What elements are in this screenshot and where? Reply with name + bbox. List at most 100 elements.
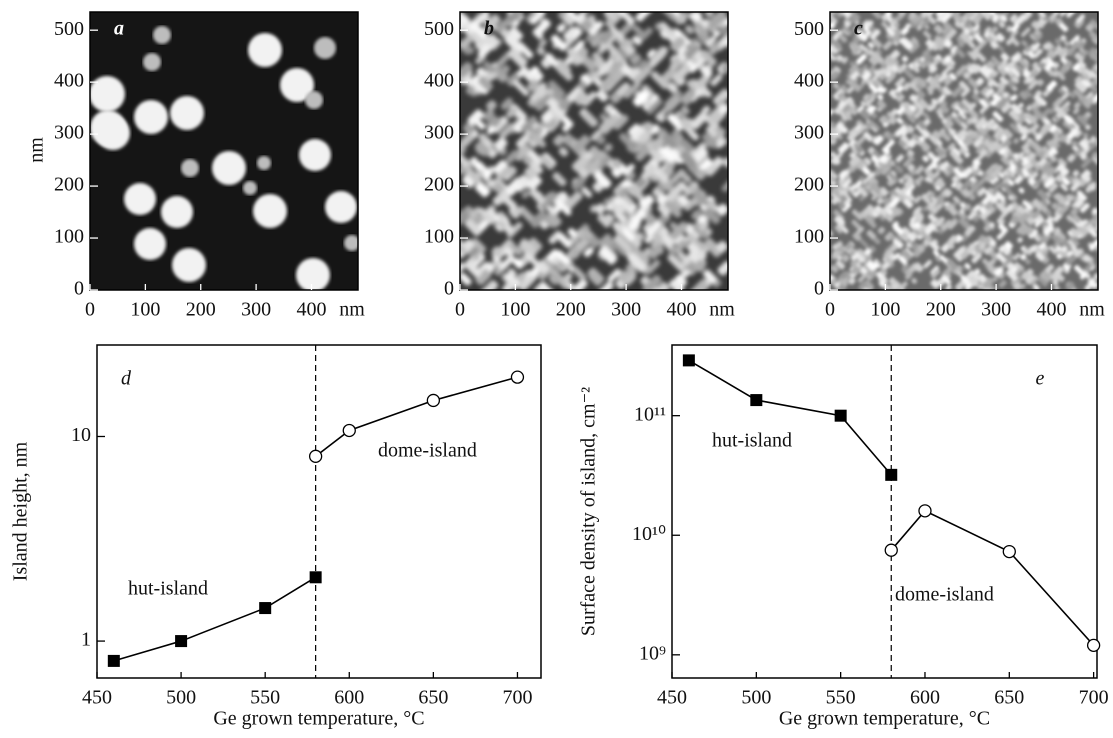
island	[1008, 110, 1020, 122]
island	[917, 224, 928, 234]
island	[624, 274, 637, 286]
island	[679, 150, 698, 169]
island	[1076, 190, 1087, 201]
island	[922, 111, 930, 120]
island	[837, 142, 850, 154]
island	[605, 201, 616, 212]
island	[590, 70, 601, 80]
island	[1086, 91, 1094, 100]
island	[944, 202, 953, 211]
island	[1084, 254, 1092, 261]
island	[708, 43, 721, 55]
island	[476, 120, 486, 130]
island	[604, 12, 618, 21]
island	[838, 202, 846, 210]
island	[617, 270, 627, 280]
y-tick-label: 10¹¹	[634, 403, 666, 425]
island	[838, 33, 848, 43]
island	[699, 220, 710, 231]
island	[720, 36, 728, 48]
island	[691, 12, 703, 21]
island	[916, 120, 927, 131]
island	[596, 58, 615, 77]
island	[864, 96, 875, 107]
island	[651, 46, 669, 64]
island	[1074, 265, 1084, 275]
island	[594, 203, 606, 215]
island	[984, 201, 994, 211]
island	[1076, 114, 1088, 126]
marker	[426, 393, 441, 408]
island	[984, 121, 994, 130]
island	[1012, 54, 1020, 62]
island	[1091, 151, 1098, 161]
island	[1044, 210, 1052, 218]
island	[1030, 43, 1039, 52]
island	[965, 136, 974, 146]
island	[894, 164, 904, 174]
island	[990, 99, 998, 107]
panel-label: e	[1036, 368, 1045, 390]
island	[1025, 226, 1035, 236]
island	[704, 12, 715, 18]
island	[1005, 36, 1016, 46]
island	[857, 273, 867, 283]
y-tick-label: 300	[54, 122, 84, 144]
island	[721, 157, 728, 168]
island	[1053, 115, 1061, 123]
x-axis-label: Ge grown temperature, °C	[213, 708, 424, 730]
island	[838, 278, 848, 287]
island	[876, 197, 884, 205]
island	[460, 21, 476, 37]
island	[693, 21, 710, 38]
island	[693, 55, 707, 70]
island	[895, 91, 901, 97]
island	[667, 113, 685, 131]
y-tick-label: 200	[424, 174, 454, 196]
island	[655, 112, 666, 123]
island	[889, 197, 900, 208]
island	[850, 82, 861, 93]
island	[911, 278, 918, 284]
island	[588, 273, 601, 286]
island	[460, 209, 470, 226]
island	[577, 167, 590, 179]
island	[475, 169, 484, 178]
island	[998, 21, 1006, 28]
island	[493, 182, 504, 193]
island	[856, 262, 862, 268]
island	[1053, 285, 1060, 290]
y-axis-label: Surface density of island, cm⁻²	[578, 387, 600, 636]
island	[1073, 108, 1080, 115]
island	[851, 219, 862, 230]
island	[862, 20, 871, 29]
island	[860, 180, 873, 192]
series-annotation: hut-island	[712, 430, 792, 452]
island	[873, 167, 883, 177]
island	[963, 179, 973, 190]
island	[888, 277, 901, 290]
island	[561, 115, 574, 128]
island	[871, 12, 882, 19]
island	[913, 262, 924, 273]
y-tick-label: 100	[794, 226, 824, 248]
island	[976, 13, 983, 21]
island	[675, 12, 689, 25]
island	[869, 29, 881, 40]
island	[999, 76, 1009, 85]
island	[1058, 133, 1068, 143]
y-tick-label: 0	[444, 278, 454, 300]
island	[912, 14, 922, 24]
island	[499, 254, 515, 270]
island	[907, 140, 916, 148]
island	[1048, 245, 1058, 255]
island	[953, 116, 963, 125]
island	[1014, 262, 1022, 270]
island	[991, 70, 999, 78]
island	[467, 109, 484, 126]
island	[1035, 251, 1045, 262]
island	[677, 169, 692, 184]
island	[716, 240, 728, 253]
island	[569, 247, 581, 260]
island	[964, 263, 971, 270]
